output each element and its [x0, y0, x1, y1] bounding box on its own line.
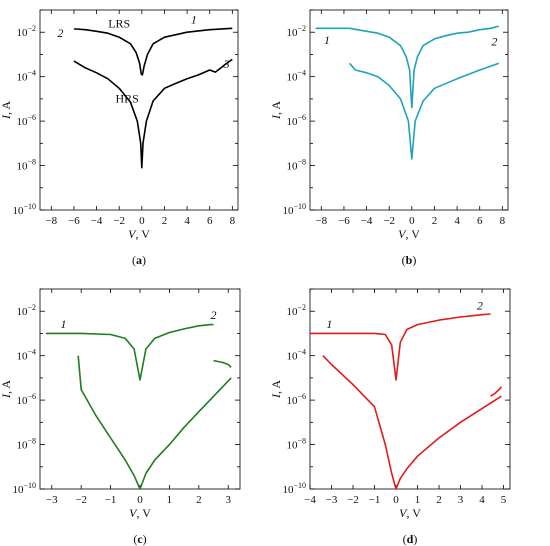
- panel-d: −4 −3 −2 −1 0 1 2 3 4 5 10−2 10−4 10−6 10−8 10−10 V, V I…: [269, 288, 511, 546]
- annotation-label: 3: [223, 57, 230, 71]
- y-tick-label: 10−4: [286, 348, 306, 363]
- x-axis-label: V, V: [399, 506, 421, 520]
- x-tick-label: −3: [46, 494, 58, 506]
- annotation-label: 2: [211, 308, 217, 322]
- x-tick-label: 8: [500, 215, 506, 227]
- plot-frame: [309, 288, 511, 490]
- x-tick-label: 2: [432, 215, 438, 227]
- series-line-1: [349, 25, 499, 109]
- y-tick-label: 10−4: [16, 348, 36, 363]
- annotation-label: 2: [477, 298, 483, 312]
- y-tick-label: 10−6: [16, 392, 36, 407]
- x-tick-label: −1: [105, 494, 117, 506]
- x-axis-label: V, V: [128, 227, 150, 241]
- x-tick-label: 2: [436, 494, 442, 506]
- panel-caption: (a): [132, 253, 146, 267]
- y-axis-label: I, A: [269, 380, 283, 399]
- annotation-label: 1: [61, 317, 67, 331]
- annotation-label: 1: [326, 317, 332, 331]
- panel-c: −3 −2 −1 0 1 2 3 10−2 10−4 10−6 10−8 10−10 V, V I, A 1…: [0, 288, 241, 546]
- y-tick-label: 10−2: [16, 24, 36, 39]
- panel-a: −8 −6 −4 −2 0 2 4 6 8 10−2 10−4 10−6 10−8 10−10 V, V I,…: [0, 9, 239, 267]
- y-tick-label: 10−6: [286, 392, 306, 407]
- x-tick-label: 3: [225, 494, 231, 506]
- annotation-label: 2: [491, 35, 497, 49]
- y-tick-label: 10−8: [286, 437, 306, 452]
- series-line-3: [77, 355, 232, 490]
- y-tick-label: 10−2: [286, 303, 306, 318]
- series-line-2: [348, 62, 500, 160]
- annotation-label: 1: [324, 33, 330, 47]
- x-tick-label: 0: [139, 215, 145, 227]
- y-axis-label: I, A: [0, 101, 13, 120]
- x-tick-label: 0: [137, 494, 143, 506]
- x-tick-label: −3: [326, 494, 338, 506]
- series-line-2: [213, 359, 232, 368]
- x-tick-label: −6: [68, 215, 80, 227]
- series-line-1: [45, 323, 214, 381]
- x-tick-label: −2: [113, 215, 125, 227]
- x-tick-label: 0: [409, 215, 415, 227]
- series-line-1: [310, 313, 491, 381]
- y-tick-label: 10−8: [16, 437, 36, 452]
- x-tick-label: −4: [361, 215, 373, 227]
- x-tick-label: 4: [454, 215, 460, 227]
- annotation-label: 1: [191, 12, 197, 26]
- x-tick-label: 4: [479, 494, 485, 506]
- y-tick-label: 10−10: [12, 202, 36, 217]
- series-line-2: [490, 386, 503, 397]
- x-tick-label: 2: [162, 215, 168, 227]
- y-tick-label: 10−10: [282, 481, 306, 496]
- annotation-label: 2: [57, 26, 63, 40]
- y-axis-label: I, A: [269, 101, 283, 120]
- x-axis-label: V, V: [129, 506, 151, 520]
- annotation-label: LRS: [108, 17, 130, 31]
- series-line-1: [73, 27, 233, 76]
- panel-caption: (d): [403, 532, 418, 546]
- x-tick-label: 0: [393, 494, 399, 506]
- x-tick-label: 8: [230, 215, 236, 227]
- panel-b: −8 −6 −4 −2 0 2 4 6 8 10−2 10−4 10−6 10−8 10−10 V, V I,…: [269, 9, 509, 267]
- y-tick-label: 10−10: [12, 481, 36, 496]
- y-tick-label: 10−4: [16, 69, 36, 84]
- x-tick-label: −8: [315, 215, 327, 227]
- x-axis-label: V, V: [398, 227, 420, 241]
- panel-caption: (c): [133, 532, 146, 546]
- y-tick-label: 10−2: [286, 24, 306, 39]
- plot-frame: [309, 9, 509, 211]
- y-tick-label: 10−8: [16, 158, 36, 173]
- x-tick-label: −1: [369, 494, 381, 506]
- y-tick-label: 10−8: [286, 158, 306, 173]
- series-line-3: [322, 355, 502, 490]
- y-tick-label: 10−4: [286, 69, 306, 84]
- panel-caption: (b): [402, 253, 417, 267]
- x-tick-label: −8: [45, 215, 57, 227]
- plot-frame: [39, 9, 239, 211]
- x-tick-label: −2: [347, 494, 359, 506]
- x-tick-label: 2: [196, 494, 202, 506]
- x-tick-label: −4: [304, 494, 316, 506]
- annotation-label: HRS: [115, 91, 138, 105]
- y-axis-label: I, A: [0, 380, 13, 399]
- x-tick-label: −2: [75, 494, 87, 506]
- x-tick-label: 1: [415, 494, 421, 506]
- series-line-2: [73, 58, 233, 169]
- x-tick-label: −4: [91, 215, 103, 227]
- x-tick-label: −6: [338, 215, 350, 227]
- x-tick-label: 4: [184, 215, 190, 227]
- x-tick-label: 5: [501, 494, 507, 506]
- y-tick-label: 10−6: [286, 113, 306, 128]
- x-tick-label: 6: [477, 215, 483, 227]
- x-tick-label: 6: [207, 215, 213, 227]
- y-tick-label: 10−2: [16, 303, 36, 318]
- y-tick-label: 10−6: [16, 113, 36, 128]
- x-tick-label: −2: [383, 215, 395, 227]
- y-tick-label: 10−10: [282, 202, 306, 217]
- x-tick-label: 3: [458, 494, 464, 506]
- x-tick-label: 1: [167, 494, 173, 506]
